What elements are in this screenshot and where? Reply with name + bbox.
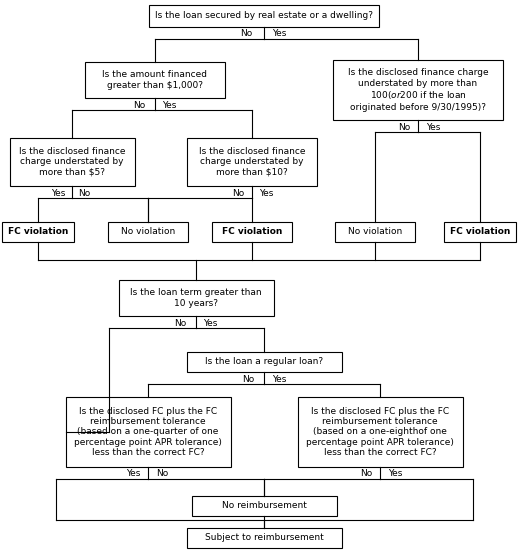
FancyBboxPatch shape xyxy=(212,222,292,242)
Text: No: No xyxy=(174,319,186,328)
Text: No: No xyxy=(240,30,252,39)
Text: Yes: Yes xyxy=(272,374,286,383)
Text: Subject to reimbursement: Subject to reimbursement xyxy=(205,533,323,542)
Text: Is the disclosed finance
charge understated by
more than $5?: Is the disclosed finance charge understa… xyxy=(19,147,125,177)
Text: No: No xyxy=(398,123,410,132)
Text: Yes: Yes xyxy=(388,469,402,479)
Text: Yes: Yes xyxy=(259,189,273,198)
FancyBboxPatch shape xyxy=(187,352,342,372)
Text: No reimbursement: No reimbursement xyxy=(222,502,306,511)
Text: Is the disclosed FC plus the FC
reimbursement tolerance
(based on a one-eighthof: Is the disclosed FC plus the FC reimburs… xyxy=(306,407,454,458)
FancyBboxPatch shape xyxy=(66,397,231,467)
Text: No: No xyxy=(78,189,90,198)
FancyBboxPatch shape xyxy=(335,222,415,242)
FancyBboxPatch shape xyxy=(187,528,342,548)
FancyBboxPatch shape xyxy=(149,5,379,27)
Text: No violation: No violation xyxy=(121,228,175,237)
Text: Is the disclosed FC plus the FC
reimbursement tolerance
(based on a one-quarter : Is the disclosed FC plus the FC reimburs… xyxy=(74,407,222,458)
Text: Yes: Yes xyxy=(126,469,140,479)
FancyBboxPatch shape xyxy=(187,138,317,186)
FancyBboxPatch shape xyxy=(333,60,503,120)
Text: No: No xyxy=(242,374,254,383)
Text: Yes: Yes xyxy=(51,189,65,198)
Text: No: No xyxy=(156,469,168,479)
Text: Is the loan secured by real estate or a dwelling?: Is the loan secured by real estate or a … xyxy=(155,12,373,21)
Text: Is the loan a regular loan?: Is the loan a regular loan? xyxy=(205,358,323,367)
FancyBboxPatch shape xyxy=(444,222,516,242)
FancyBboxPatch shape xyxy=(297,397,462,467)
Text: Yes: Yes xyxy=(426,123,440,132)
Text: FC violation: FC violation xyxy=(8,228,68,237)
FancyBboxPatch shape xyxy=(191,496,336,516)
Text: Yes: Yes xyxy=(162,100,176,109)
Text: FC violation: FC violation xyxy=(222,228,282,237)
Text: Yes: Yes xyxy=(203,319,217,328)
Text: Is the disclosed finance charge
understated by more than
$100 (or $200 if the lo: Is the disclosed finance charge understa… xyxy=(348,68,488,112)
Text: Is the loan term greater than
10 years?: Is the loan term greater than 10 years? xyxy=(130,288,262,307)
Text: No: No xyxy=(133,100,145,109)
Text: Is the amount financed
greater than $1,000?: Is the amount financed greater than $1,0… xyxy=(103,70,207,90)
FancyBboxPatch shape xyxy=(10,138,134,186)
Text: No violation: No violation xyxy=(348,228,402,237)
Text: Is the disclosed finance
charge understated by
more than $10?: Is the disclosed finance charge understa… xyxy=(199,147,305,177)
FancyBboxPatch shape xyxy=(2,222,74,242)
FancyBboxPatch shape xyxy=(85,62,225,98)
Text: FC violation: FC violation xyxy=(450,228,510,237)
Text: No: No xyxy=(232,189,244,198)
FancyBboxPatch shape xyxy=(118,280,273,316)
Text: Yes: Yes xyxy=(272,30,286,39)
Text: No: No xyxy=(360,469,372,479)
FancyBboxPatch shape xyxy=(108,222,188,242)
